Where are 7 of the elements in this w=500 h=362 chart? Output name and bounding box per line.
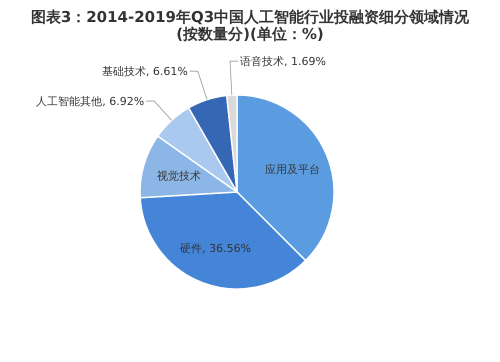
slice-label: 语音技术, 1.69% — [240, 55, 326, 68]
slice-label: 硬件, 36.56% — [180, 242, 252, 256]
slice-label: 应用及平台 — [265, 162, 320, 176]
slice-label: 视觉技术 — [157, 170, 202, 183]
slice-label: 基础技术, 6.61% — [102, 65, 188, 78]
slice-label: 人工智能其他, 6.92% — [36, 95, 144, 108]
chart-title: 图表3：2014-2019年Q3中国人工智能行业投融资细分领域情况(按数量分)(单位：%) — [30, 8, 470, 43]
